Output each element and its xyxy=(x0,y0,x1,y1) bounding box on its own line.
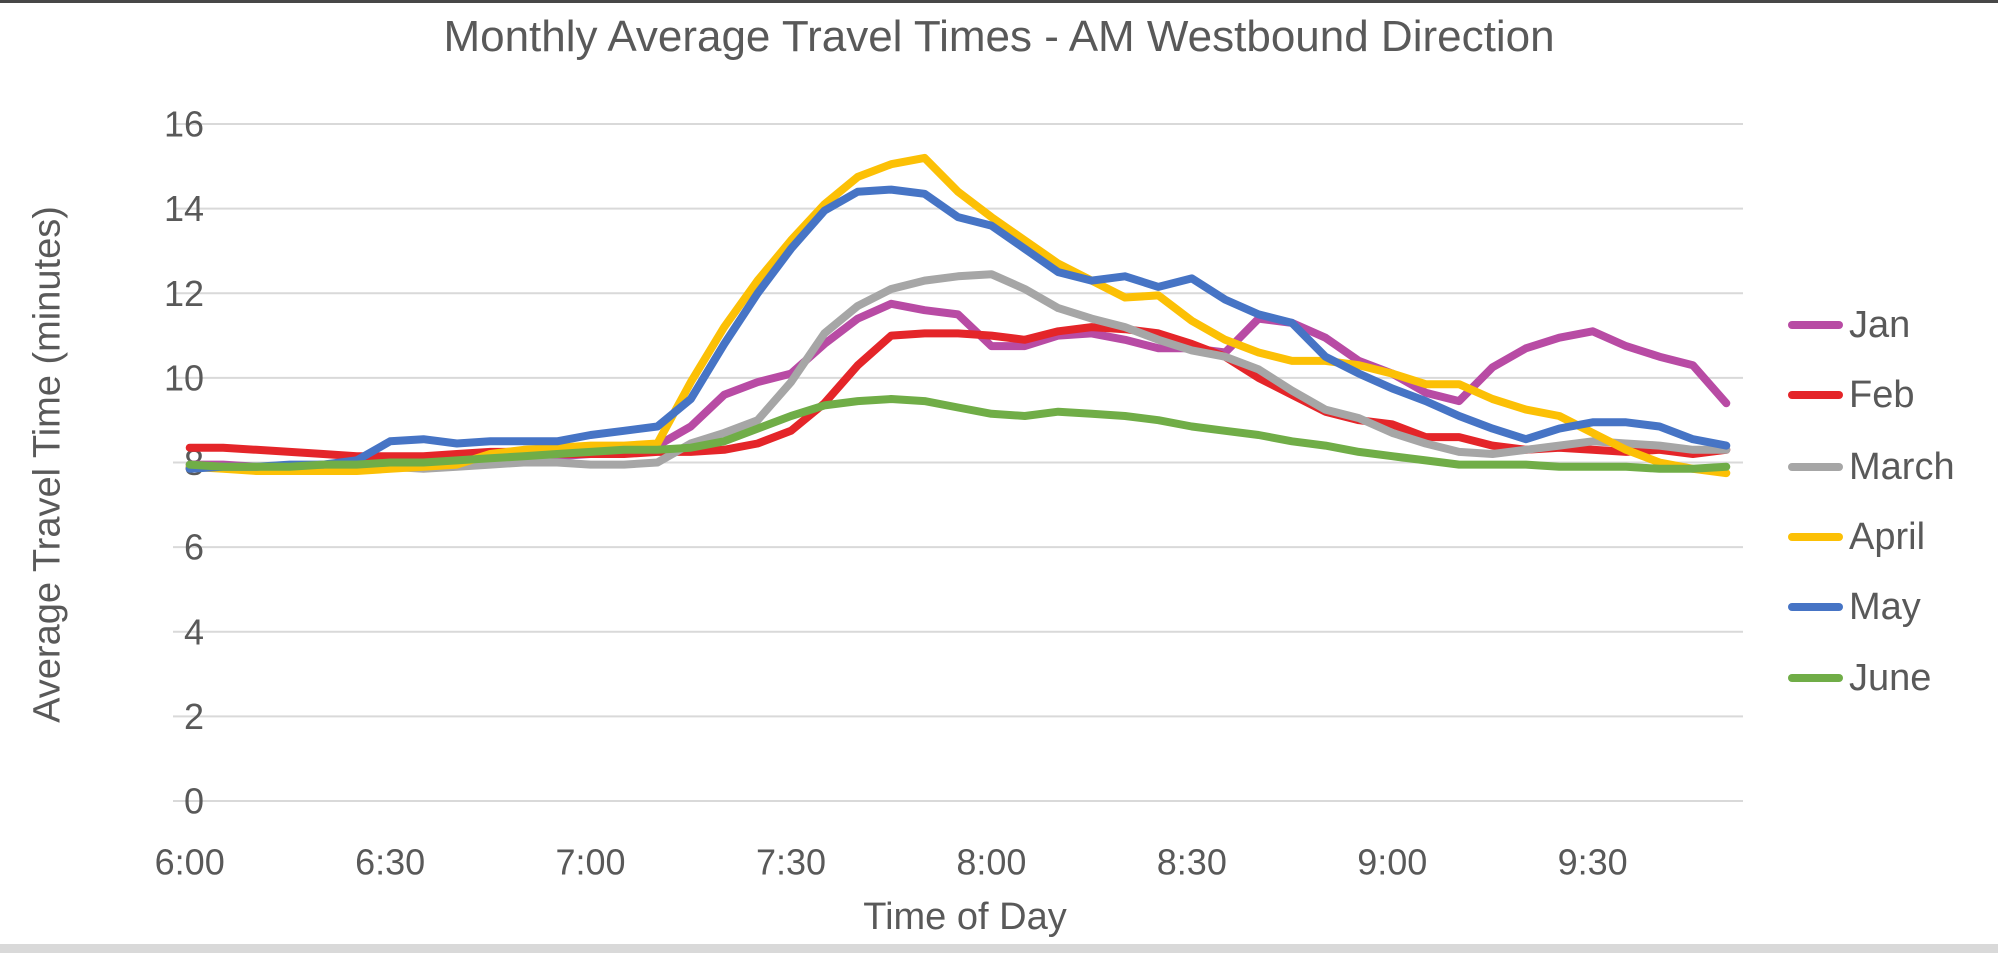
x-tick-label-830: 8:30 xyxy=(1157,842,1227,883)
y-tick-label-0: 0 xyxy=(184,781,204,822)
x-tick-label-700: 7:00 xyxy=(556,842,626,883)
legend-swatch-april xyxy=(1788,533,1843,541)
x-axis-title: Time of Day xyxy=(863,896,1067,938)
legend-swatch-march xyxy=(1788,463,1843,471)
x-tick-label-600: 6:00 xyxy=(155,842,225,883)
window-top-border xyxy=(0,0,1998,3)
legend-label-feb: Feb xyxy=(1849,373,1915,416)
legend-item-may: May xyxy=(1788,583,1921,631)
x-tick-label-900: 9:00 xyxy=(1357,842,1427,883)
legend-item-april: April xyxy=(1788,513,1925,561)
y-tick-label-6: 6 xyxy=(184,527,204,568)
y-tick-label-2: 2 xyxy=(184,696,204,737)
series-line-april xyxy=(185,153,1731,478)
window-bottom-bar xyxy=(0,944,1998,953)
legend-swatch-jan xyxy=(1788,321,1843,329)
legend-label-jan: Jan xyxy=(1849,303,1911,346)
legend-item-feb: Feb xyxy=(1788,371,1914,419)
x-tick-label-930: 9:30 xyxy=(1558,842,1628,883)
legend-item-june: June xyxy=(1788,654,1931,702)
legend-label-june: June xyxy=(1849,656,1932,699)
y-tick-label-14: 14 xyxy=(164,188,204,229)
y-tick-label-12: 12 xyxy=(164,273,204,314)
chart-title: Monthly Average Travel Times - AM Westbo… xyxy=(443,12,1555,61)
y-axis-title: Average Travel Time (minutes) xyxy=(26,206,69,723)
x-tick-label-800: 8:00 xyxy=(956,842,1026,883)
y-tick-label-4: 4 xyxy=(184,611,204,652)
legend-swatch-may xyxy=(1788,603,1843,611)
legend-item-march: March xyxy=(1788,443,1955,491)
legend-item-jan: Jan xyxy=(1788,301,1910,349)
series-line-june xyxy=(185,395,1731,473)
legend-swatch-june xyxy=(1788,674,1843,682)
series-line-feb xyxy=(185,323,1731,461)
legend-label-march: March xyxy=(1849,445,1955,488)
y-tick-label-10: 10 xyxy=(164,357,204,398)
series-line-may xyxy=(185,185,1731,473)
legend-label-april: April xyxy=(1849,515,1926,558)
y-tick-label-16: 16 xyxy=(164,104,204,145)
legend-label-may: May xyxy=(1849,585,1921,628)
x-tick-label-730: 7:30 xyxy=(756,842,826,883)
x-tick-label-630: 6:30 xyxy=(355,842,425,883)
legend-swatch-feb xyxy=(1788,391,1843,399)
